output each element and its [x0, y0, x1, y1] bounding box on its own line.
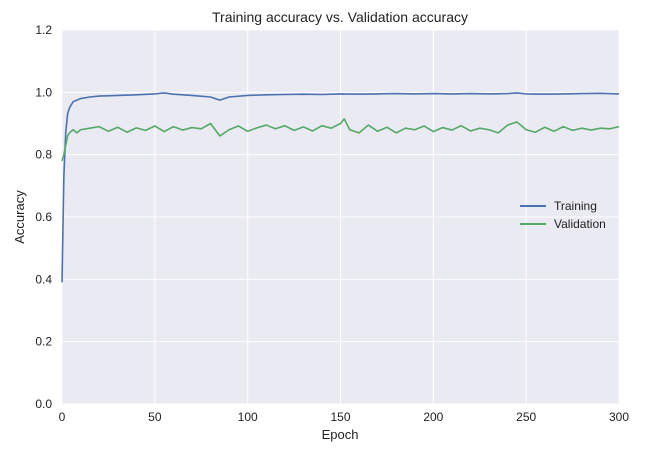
y-tick-label: 0.8 — [35, 148, 52, 162]
y-axis-label: Accuracy — [12, 190, 27, 244]
y-tick-label: 1.2 — [35, 23, 52, 37]
y-axis-ticks: 0.0 0.2 0.4 0.6 0.8 1.0 1.2 — [35, 23, 52, 411]
x-tick-label: 250 — [516, 410, 536, 424]
y-tick-label: 0.0 — [35, 397, 52, 411]
training-series-line — [61, 92, 620, 283]
legend: Training Validation — [520, 199, 606, 231]
x-tick-label: 150 — [330, 410, 350, 424]
chart-title: Training accuracy vs. Validation accurac… — [212, 9, 468, 25]
y-tick-label: 0.4 — [35, 272, 52, 286]
x-tick-label: 50 — [148, 410, 162, 424]
validation-series-line — [61, 118, 620, 162]
x-axis-ticks: 0 50 100 150 200 250 300 — [59, 410, 630, 424]
x-tick-label: 100 — [238, 410, 258, 424]
x-axis-label: Epoch — [322, 427, 359, 442]
y-tick-label: 1.0 — [35, 85, 52, 99]
x-tick-label: 200 — [423, 410, 443, 424]
x-tick-label: 300 — [609, 410, 629, 424]
grid-lines — [61, 29, 620, 405]
legend-label-training: Training — [554, 199, 597, 213]
series-lines — [61, 92, 620, 283]
y-tick-label: 0.2 — [35, 335, 52, 349]
legend-label-validation: Validation — [554, 217, 606, 231]
y-tick-label: 0.6 — [35, 210, 52, 224]
x-tick-label: 0 — [59, 410, 66, 424]
